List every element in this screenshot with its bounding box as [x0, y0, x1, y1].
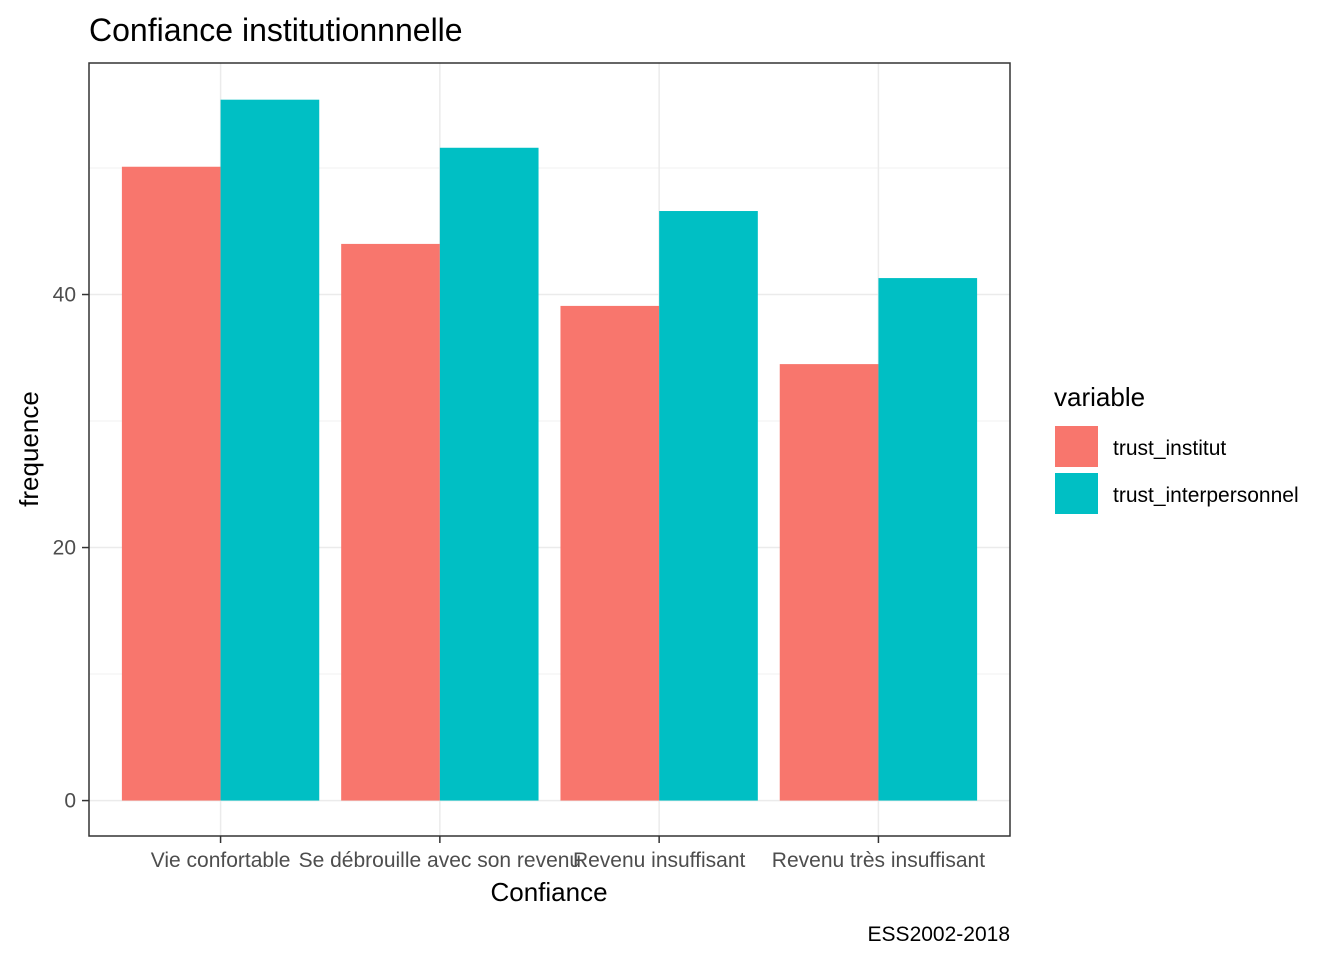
bar-trust_institut-3: [779, 364, 879, 801]
y-tick-label: 40: [53, 284, 76, 307]
bar-trust_interpersonnel-0: [220, 99, 320, 801]
plot-panel: [88, 62, 1011, 837]
panel-border: [88, 62, 1011, 837]
legend-items: trust_institut trust_interpersonnel: [1055, 426, 1299, 514]
x-tick-label: Vie confortable: [151, 849, 291, 872]
bar-trust_institut-2: [560, 305, 660, 801]
legend-label: trust_interpersonnel: [1113, 484, 1299, 507]
legend-key-trust_institut: [1055, 426, 1098, 467]
bar-trust_interpersonnel-3: [878, 278, 978, 801]
x-tick-label: Se débrouille avec son revenu: [299, 849, 582, 872]
y-axis: 0 20 40: [53, 284, 89, 813]
chart-caption: ESS2002-2018: [868, 923, 1010, 946]
bars: [121, 99, 978, 801]
y-axis-title: frequence: [14, 391, 44, 507]
legend-key-trust_interpersonnel: [1055, 473, 1098, 514]
legend-title: variable: [1054, 382, 1145, 412]
y-tick-label: 0: [64, 790, 76, 813]
bar-trust_institut-1: [341, 243, 440, 801]
bar-trust_interpersonnel-1: [439, 147, 539, 801]
bar-trust_interpersonnel-2: [659, 211, 758, 801]
x-axis-title: Confiance: [490, 877, 607, 907]
y-tick-label: 20: [53, 537, 76, 560]
x-axis: Vie confortable Se débrouille avec son re…: [151, 836, 985, 872]
legend: variable trust_institut trust_interperson…: [1054, 382, 1299, 514]
chart-title: Confiance institutionnnelle: [89, 12, 463, 48]
x-tick-label: Revenu insuffisant: [573, 849, 746, 872]
bar-trust_institut-0: [121, 166, 221, 801]
x-tick-label: Revenu très insuffisant: [772, 849, 985, 872]
legend-label: trust_institut: [1113, 437, 1226, 460]
